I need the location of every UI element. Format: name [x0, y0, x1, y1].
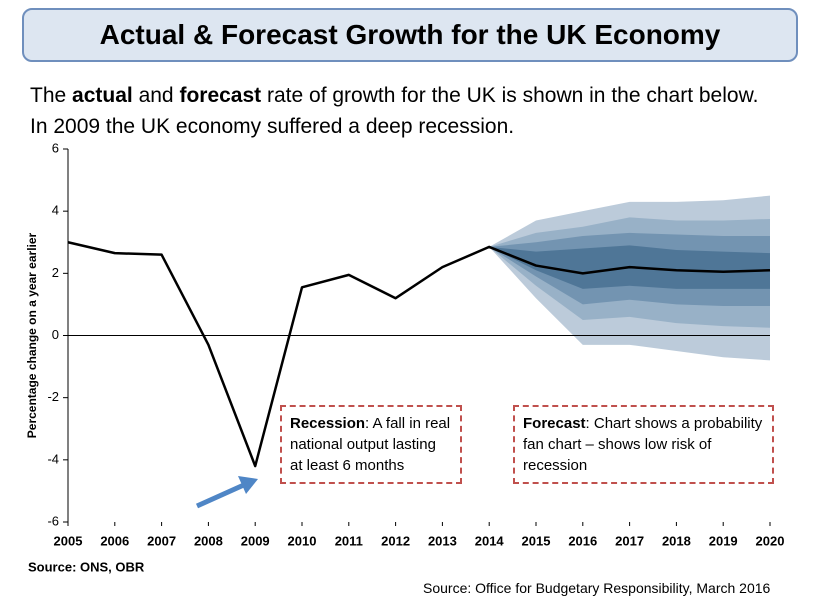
y-tick-label: -6	[47, 513, 59, 528]
y-axis-label: Percentage change on a year earlier	[25, 232, 39, 438]
title: Actual & Forecast Growth for the UK Econ…	[22, 8, 798, 62]
recession-note: Recession: A fall in real national outpu…	[280, 405, 462, 484]
x-tick-label: 2008	[194, 533, 223, 548]
x-tick-label: 2019	[709, 533, 738, 548]
intro-text: The	[30, 84, 73, 107]
x-tick-label: 2011	[335, 533, 363, 548]
intro-text: rate of growth for the UK is shown in th…	[261, 84, 759, 107]
line	[67, 241, 771, 468]
x-tick-label: 2016	[568, 533, 597, 548]
x-tick-label: 2007	[147, 533, 176, 548]
note-text: : Chart shows a probability fan chart – …	[523, 415, 763, 474]
source: Source: Office for Budgetary Responsibil…	[423, 580, 771, 596]
x-tick-label: 2009	[241, 533, 270, 548]
x-tick-label: 2017	[615, 533, 644, 548]
x-tick-label: 2020	[756, 533, 785, 548]
intro-line: In 2009 the UK economy suffered a deep r…	[30, 111, 758, 142]
y-tick-label: 2	[52, 265, 59, 280]
x-tick-label: 2005	[54, 533, 83, 548]
note-title: Forecast	[523, 415, 586, 432]
y-tick-label: -2	[47, 389, 59, 404]
chart-source: Source: ONS, OBR	[28, 559, 145, 574]
x-tick-label: 2013	[428, 533, 457, 548]
x-tick-label: 2010	[288, 533, 317, 548]
note-title: Recession	[290, 415, 366, 432]
x-tick-label: 2018	[662, 533, 691, 548]
intro: The actual and forecast rate of growth f…	[30, 80, 758, 142]
intro-text: In 2009 the UK economy suffered a deep r…	[30, 115, 515, 138]
intro-text: and	[132, 84, 180, 107]
y-tick-label: 6	[52, 140, 59, 155]
y-tick-label: 0	[52, 327, 59, 342]
intro-text: forecast	[179, 84, 262, 107]
arrow-head	[238, 476, 258, 494]
intro-line: The actual and forecast rate of growth f…	[30, 80, 758, 111]
x-tick-label: 2015	[522, 533, 551, 548]
note-text: : A fall in real national output lasting…	[290, 415, 451, 474]
arrow	[195, 481, 248, 509]
x-tick-label: 2012	[381, 533, 410, 548]
y-tick-label: 4	[52, 203, 59, 218]
x-tick-label: 2006	[100, 533, 129, 548]
forecast-note: Forecast: Chart shows a probability fan …	[513, 405, 774, 484]
intro-text: actual	[72, 84, 133, 107]
y-tick-label: -4	[47, 451, 59, 466]
x-tick-label: 2014	[475, 533, 505, 548]
